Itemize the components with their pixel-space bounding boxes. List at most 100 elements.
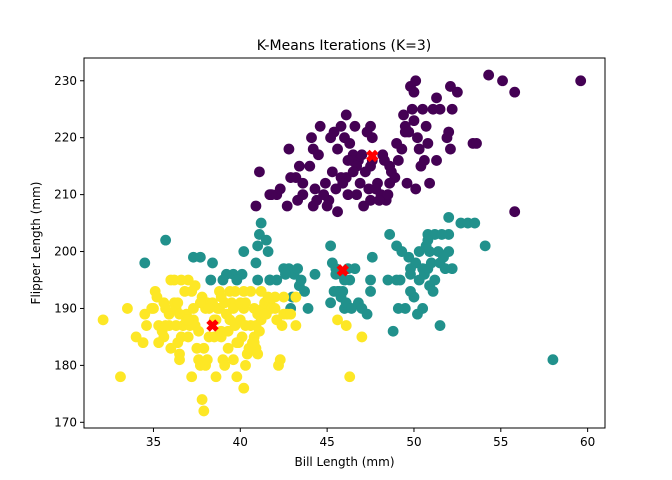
data-point — [309, 268, 321, 280]
data-point — [172, 297, 184, 309]
data-point — [332, 143, 343, 155]
data-point — [471, 137, 482, 149]
data-point — [392, 155, 404, 166]
data-point — [248, 303, 260, 314]
data-point — [328, 285, 340, 297]
data-point — [351, 189, 363, 201]
data-point — [347, 166, 359, 178]
data-point — [408, 86, 420, 98]
x-axis-label: Bill Length (mm) — [295, 455, 395, 469]
data-point — [217, 274, 229, 286]
data-point — [340, 109, 352, 121]
data-point — [413, 246, 425, 257]
data-point — [302, 303, 314, 314]
data-point — [354, 177, 366, 189]
data-point — [332, 314, 343, 326]
y-tick-label: 170 — [54, 415, 77, 429]
data-point — [509, 206, 521, 218]
data-point — [203, 303, 215, 314]
data-point — [139, 257, 151, 269]
data-point — [158, 297, 170, 309]
data-point — [240, 320, 251, 331]
data-point — [434, 103, 446, 115]
centroid-marker — [206, 319, 219, 332]
data-point — [188, 303, 199, 314]
data-point — [295, 274, 307, 286]
data-point — [445, 143, 456, 155]
data-point — [384, 177, 396, 189]
data-point — [325, 240, 337, 252]
data-point — [335, 120, 347, 132]
data-point — [366, 132, 378, 144]
data-point — [292, 263, 304, 275]
data-point — [410, 75, 422, 87]
centroid-marker — [336, 264, 349, 277]
data-point — [299, 285, 310, 297]
data-point — [431, 92, 442, 104]
data-point — [293, 160, 305, 172]
plot-frame — [83, 57, 606, 429]
data-point — [382, 189, 394, 201]
data-point — [337, 177, 349, 189]
data-point — [165, 342, 177, 354]
data-point — [252, 348, 264, 360]
data-point — [240, 297, 251, 309]
data-point — [441, 132, 453, 144]
y-tick-label: 200 — [54, 245, 77, 259]
data-point — [547, 354, 559, 366]
data-point — [307, 143, 319, 155]
data-point — [250, 320, 262, 331]
x-tick-label: 50 — [406, 435, 421, 449]
data-point — [314, 120, 326, 132]
data-point — [252, 274, 264, 286]
data-point — [205, 274, 217, 286]
data-point — [196, 394, 208, 405]
data-point — [417, 103, 429, 115]
data-point — [141, 320, 152, 331]
y-tick-label: 230 — [54, 74, 77, 88]
data-point — [398, 109, 409, 121]
cluster-series-1 — [250, 69, 587, 218]
data-point — [406, 103, 418, 115]
data-point — [250, 257, 262, 269]
data-point — [219, 359, 231, 371]
data-point — [238, 382, 250, 394]
data-point — [356, 149, 368, 161]
data-point — [337, 285, 349, 297]
data-point — [412, 132, 423, 144]
data-point — [373, 194, 385, 206]
data-point — [215, 325, 227, 337]
data-point — [238, 246, 250, 257]
data-point — [215, 291, 227, 303]
data-point — [408, 115, 420, 127]
data-point — [349, 120, 361, 132]
data-point — [274, 183, 286, 195]
data-point — [446, 103, 458, 115]
data-point — [410, 183, 422, 195]
data-point — [194, 251, 206, 263]
data-point — [509, 86, 521, 98]
y-tick-label: 210 — [54, 188, 77, 202]
data-point — [446, 263, 458, 275]
data-point — [413, 143, 425, 155]
data-point — [274, 354, 286, 366]
data-point — [497, 75, 508, 87]
data-point — [431, 155, 442, 166]
chart-title: K-Means Iterations (K=3) — [257, 38, 432, 54]
data-point — [248, 337, 260, 349]
x-tick-label: 45 — [319, 435, 334, 449]
data-point — [146, 303, 158, 314]
data-point — [207, 257, 218, 269]
data-point — [391, 137, 402, 149]
data-point — [306, 132, 317, 144]
data-point — [370, 183, 382, 195]
centroid-marker — [366, 149, 379, 163]
data-point — [168, 274, 180, 286]
cluster-series-3 — [97, 274, 368, 417]
y-tick-label: 190 — [54, 301, 77, 315]
data-point — [391, 274, 402, 286]
x-tick-label: 55 — [493, 435, 508, 449]
data-point — [418, 155, 430, 166]
data-point — [201, 354, 213, 366]
data-point — [264, 274, 276, 286]
